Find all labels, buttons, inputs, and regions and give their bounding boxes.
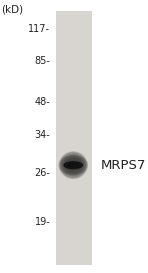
Ellipse shape [59,155,87,175]
Text: 48-: 48- [35,97,50,107]
FancyBboxPatch shape [56,11,92,265]
Text: MRPS7: MRPS7 [101,159,146,172]
Text: 34-: 34- [35,130,50,140]
Ellipse shape [68,163,79,167]
Ellipse shape [61,156,86,174]
Text: 117-: 117- [28,24,50,34]
Ellipse shape [65,159,82,171]
Ellipse shape [60,152,87,178]
Ellipse shape [60,152,87,178]
Ellipse shape [63,158,83,172]
Text: 26-: 26- [34,168,50,178]
Ellipse shape [60,153,86,177]
Ellipse shape [66,160,80,170]
Ellipse shape [64,162,82,168]
Text: 85-: 85- [34,57,50,66]
Ellipse shape [62,157,85,173]
Text: 19-: 19- [35,218,50,227]
Text: (kD): (kD) [1,4,24,14]
Ellipse shape [59,152,87,179]
